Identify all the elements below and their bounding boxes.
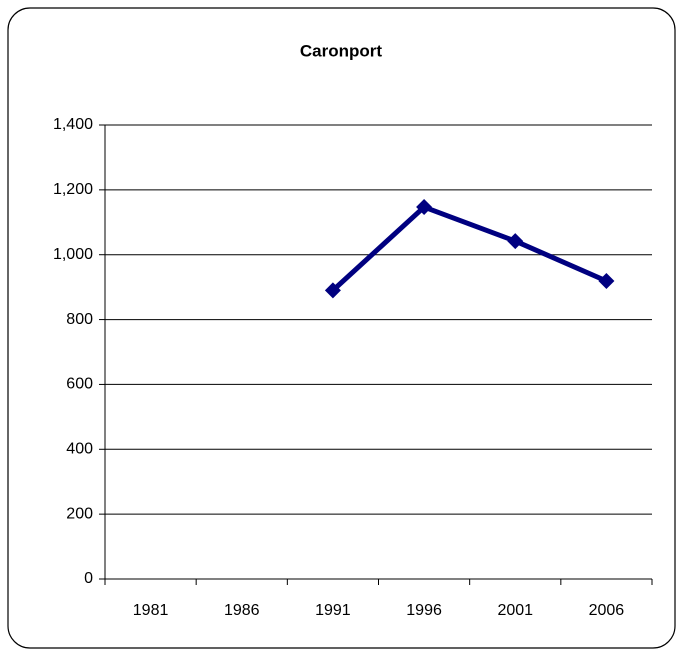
data-marker xyxy=(507,233,524,250)
y-tick-label: 1,400 xyxy=(53,116,93,133)
y-tick-label: 200 xyxy=(66,505,93,522)
y-tick-label: 1,000 xyxy=(53,246,93,263)
data-line xyxy=(331,204,608,293)
x-tick-label: 1986 xyxy=(224,602,260,619)
data-marker xyxy=(324,282,341,299)
x-tick-label: 2001 xyxy=(497,602,533,619)
chart-frame xyxy=(7,7,676,649)
data-marker xyxy=(598,272,615,289)
x-tick-label: 1981 xyxy=(133,602,169,619)
chart-title: Caronport xyxy=(300,41,383,60)
y-tick-label: 800 xyxy=(66,311,93,328)
x-tick-label: 2006 xyxy=(589,602,625,619)
y-tick-label: 1,200 xyxy=(53,181,93,198)
x-tick-label: 1996 xyxy=(406,602,442,619)
y-tick-label: 600 xyxy=(66,376,93,393)
x-tick-label: 1991 xyxy=(315,602,351,619)
y-tick-label: 400 xyxy=(66,441,93,458)
data-marker xyxy=(416,199,433,216)
y-tick-label: 0 xyxy=(84,570,93,587)
